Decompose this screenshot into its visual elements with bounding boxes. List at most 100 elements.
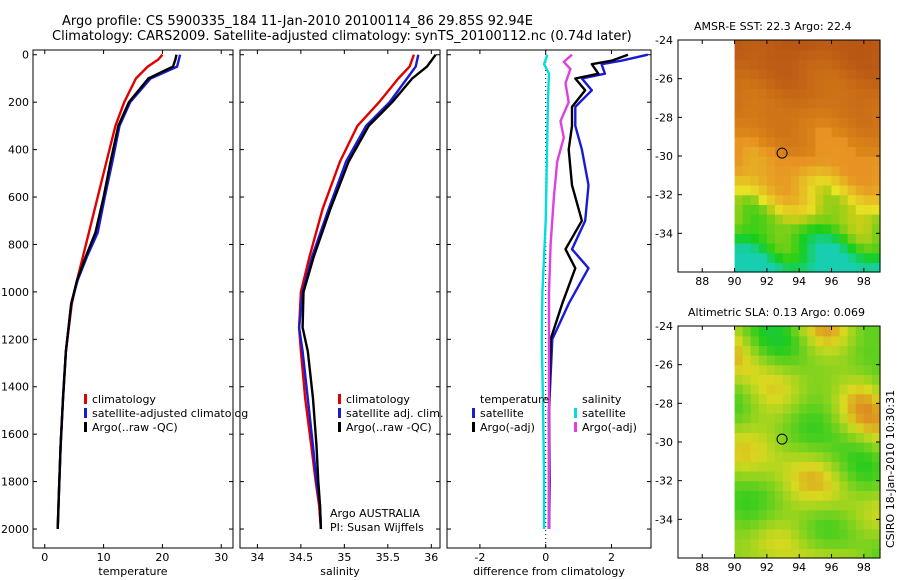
heatmap-cell xyxy=(775,127,784,138)
heatmap-cell xyxy=(839,136,849,147)
heatmap-cell xyxy=(863,107,873,118)
heatmap-cell xyxy=(823,165,833,176)
heatmap-cell xyxy=(734,262,744,273)
heatmap-cell xyxy=(839,78,849,89)
heatmap-cell xyxy=(823,127,833,138)
heatmap-cell xyxy=(775,185,784,196)
heatmap-cell xyxy=(766,529,776,540)
heatmap-cell xyxy=(831,88,841,99)
salinity-legend: climatology satellite adj. clim. Argo(..… xyxy=(338,393,443,435)
heatmap-cell xyxy=(815,500,825,511)
y-tick-label: -34 xyxy=(655,227,673,240)
heatmap-cell xyxy=(807,442,816,453)
heatmap-cell xyxy=(831,538,841,549)
heatmap-cell xyxy=(855,393,865,404)
heatmap-cell xyxy=(750,442,760,453)
heatmap-cell xyxy=(799,214,808,225)
y-tick-label: -32 xyxy=(655,475,673,488)
heatmap-cell xyxy=(734,326,744,337)
heatmap-cell xyxy=(847,413,857,424)
heatmap-cell xyxy=(791,204,800,215)
heatmap-cell xyxy=(742,538,752,549)
heatmap-cell xyxy=(863,49,873,60)
heatmap-cell xyxy=(823,262,833,273)
heatmap-cell xyxy=(734,59,744,70)
heatmap-cell xyxy=(758,262,768,273)
heatmap-cell xyxy=(831,471,841,482)
heatmap-cell xyxy=(863,384,873,395)
heatmap-cell xyxy=(742,78,752,89)
heatmap-cell xyxy=(855,156,865,167)
heatmap-cell xyxy=(750,204,760,215)
heatmap-cell xyxy=(823,156,833,167)
x-tick-label: 98 xyxy=(857,561,871,574)
heatmap-cell xyxy=(847,364,857,375)
heatmap-cell xyxy=(839,538,849,549)
heatmap-cell xyxy=(750,136,760,147)
heatmap-cell xyxy=(815,422,825,433)
heatmap-cell xyxy=(855,326,865,337)
heatmap-cell xyxy=(775,509,784,520)
heatmap-cell xyxy=(766,117,776,128)
heatmap-cell xyxy=(783,107,792,118)
heatmap-cell xyxy=(847,461,857,472)
heatmap-cell xyxy=(823,374,833,385)
heatmap-cell xyxy=(855,185,865,196)
heatmap-cell xyxy=(847,214,857,225)
heatmap-cell xyxy=(766,59,776,70)
heatmap-cell xyxy=(815,480,825,491)
heatmap-cell xyxy=(734,146,744,157)
heatmap-cell xyxy=(791,233,800,244)
heatmap-cell xyxy=(831,335,841,346)
heatmap-cell xyxy=(758,107,768,118)
heatmap-cell xyxy=(791,374,800,385)
heatmap-cell xyxy=(783,49,792,60)
heatmap-cell xyxy=(847,490,857,501)
heatmap-cell xyxy=(734,69,744,80)
legend-label: Argo(..raw -QC) xyxy=(92,421,178,434)
heatmap-cell xyxy=(791,194,800,205)
heatmap-cell xyxy=(823,480,833,491)
heatmap-cell xyxy=(847,548,857,559)
heatmap-cell xyxy=(847,500,857,511)
difference-xlabel: difference from climatology xyxy=(473,565,625,578)
heatmap-cell xyxy=(799,451,808,462)
heatmap-cell xyxy=(775,69,784,80)
heatmap-cell xyxy=(839,49,849,60)
heatmap-cell xyxy=(758,252,768,263)
heatmap-cell xyxy=(807,175,816,186)
heatmap-cell xyxy=(791,107,800,118)
heatmap-cell xyxy=(839,384,849,395)
heatmap-cell xyxy=(839,422,849,433)
heatmap-cell xyxy=(766,146,776,157)
heatmap-cell xyxy=(750,49,760,60)
heatmap-cell xyxy=(807,326,816,337)
heatmap-cell xyxy=(871,548,881,559)
legend-item: Argo(-adj) xyxy=(574,421,637,435)
sla_map-heatmap-cells xyxy=(734,326,881,559)
heatmap-cell xyxy=(863,243,873,254)
heatmap-cell xyxy=(783,451,792,462)
heatmap-cell xyxy=(734,49,744,60)
heatmap-cell xyxy=(807,393,816,404)
heatmap-cell xyxy=(847,422,857,433)
heatmap-cell xyxy=(807,519,816,530)
heatmap-cell xyxy=(871,461,881,472)
heatmap-cell xyxy=(871,393,881,404)
y-tick-label: 800 xyxy=(8,238,29,251)
legend-label: satellite xyxy=(582,407,626,420)
heatmap-cell xyxy=(734,252,744,263)
heatmap-cell xyxy=(766,69,776,80)
heatmap-cell xyxy=(831,519,841,530)
heatmap-cell xyxy=(758,442,768,453)
heatmap-cell xyxy=(871,500,881,511)
heatmap-cell xyxy=(734,471,744,482)
figure-title-line1: Argo profile: CS 5900335_184 11-Jan-2010… xyxy=(62,14,534,29)
heatmap-cell xyxy=(799,442,808,453)
heatmap-cell xyxy=(783,364,792,375)
heatmap-cell xyxy=(742,117,752,128)
temperature-legend: climatology satellite-adjusted climatolo… xyxy=(84,393,248,435)
heatmap-cell xyxy=(783,252,792,263)
heatmap-cell xyxy=(863,69,873,80)
heatmap-cell xyxy=(791,185,800,196)
